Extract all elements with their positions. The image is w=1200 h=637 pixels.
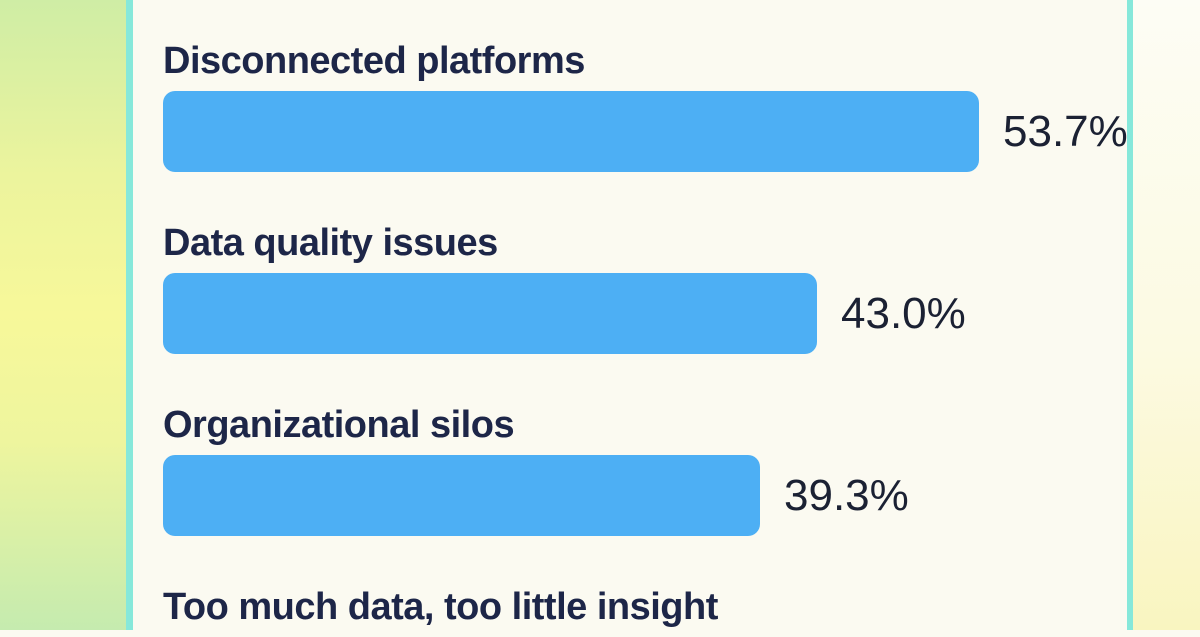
bar-disconnected-platforms — [163, 91, 979, 172]
bar-label-too-much-data: Too much data, too little insight — [163, 586, 718, 628]
bar-line: 43.0% — [163, 273, 1107, 354]
bar-label-organizational-silos: Organizational silos — [163, 404, 515, 446]
bar-line: 53.7% — [163, 91, 1128, 172]
bar-organizational-silos — [163, 455, 760, 536]
bar-value-data-quality-issues: 43.0% — [841, 288, 966, 338]
bar-row: Too much data, too little insight — [163, 588, 1107, 637]
bar-label-data-quality-issues: Data quality issues — [163, 222, 498, 264]
right-gradient-panel — [1133, 0, 1200, 630]
chart-card: Disconnected platforms 53.7% Data qualit… — [126, 0, 1133, 630]
bar-row: Disconnected platforms 53.7% — [163, 40, 1128, 172]
bar-value-disconnected-platforms: 53.7% — [1003, 106, 1128, 156]
left-gradient-panel — [0, 0, 126, 630]
bar-label-disconnected-platforms: Disconnected platforms — [163, 40, 585, 82]
bar-data-quality-issues — [163, 273, 817, 354]
bar-line: 39.3% — [163, 455, 1107, 536]
bar-value-organizational-silos: 39.3% — [784, 470, 909, 520]
bar-row: Organizational silos 39.3% — [163, 406, 1107, 536]
bar-row: Data quality issues 43.0% — [163, 224, 1107, 354]
